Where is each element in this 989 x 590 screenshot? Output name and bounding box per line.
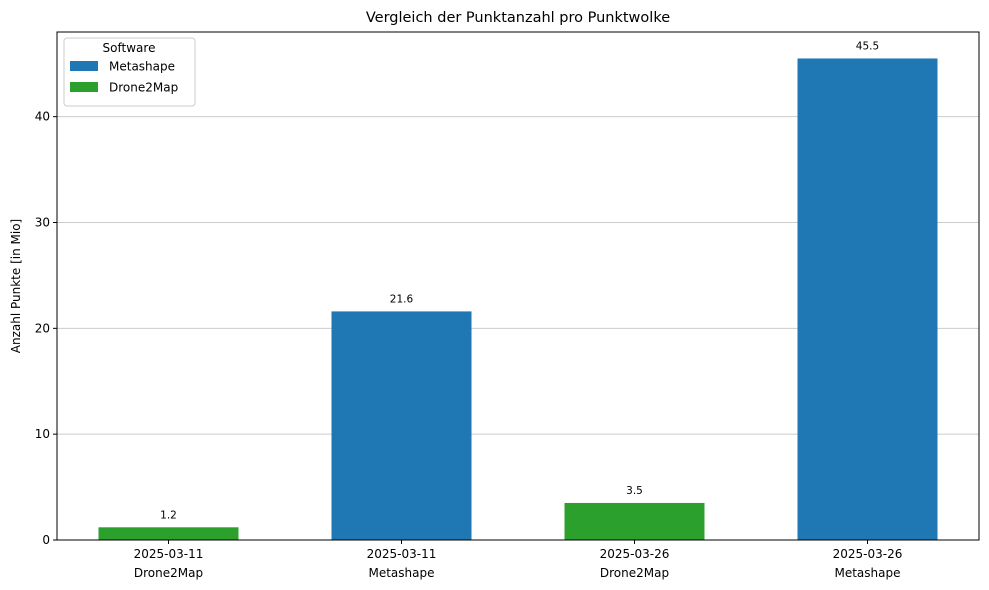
y-axis-ticks: 0 10 20 30 40 [35,110,57,547]
x-tick-label-date: 2025-03-26 [833,547,903,561]
legend: Software Metashape Drone2Map [63,37,196,107]
bar-2025-03-26-metashape [797,58,938,540]
data-label: 45.5 [856,40,879,52]
data-labels: 1.2 21.6 3.5 45.5 [160,40,879,521]
x-tick-label-date: 2025-03-26 [600,547,670,561]
bar-2025-03-11-metashape [331,311,472,540]
chart-title: Vergleich der Punktanzahl pro Punktwolke [366,10,670,26]
x-tick-label-software: Drone2Map [134,566,203,580]
plot-frame [56,31,980,541]
x-tick-label-software: Drone2Map [600,566,669,580]
y-tick-label: 0 [42,533,50,547]
x-tick-label-date: 2025-03-11 [367,547,437,561]
y-tick-label: 40 [35,110,50,124]
bar-2025-03-26-drone2map [564,502,705,540]
legend-swatch-drone2map [70,82,98,92]
y-tick-label: 30 [35,216,50,230]
bar-2025-03-11-drone2map [98,527,239,540]
x-tick-label-software: Metashape [834,566,900,580]
data-label: 21.6 [390,293,414,305]
x-axis-ticks: 2025-03-11 Drone2Map 2025-03-11 Metashape 20… [134,540,903,580]
legend-title: Software [103,41,156,55]
legend-label-metashape: Metashape [109,60,175,74]
y-tick-label: 10 [35,427,50,441]
bars [98,58,938,540]
data-label: 3.5 [626,485,643,497]
legend-label-drone2map: Drone2Map [109,81,178,95]
y-tick-label: 20 [35,321,50,335]
legend-swatch-metashape [70,61,98,71]
y-axis-label: Anzahl Punkte [in Mio] [9,219,23,353]
x-tick-label-software: Metashape [368,566,434,580]
data-label: 1.2 [160,509,177,521]
x-tick-label-date: 2025-03-11 [134,547,204,561]
